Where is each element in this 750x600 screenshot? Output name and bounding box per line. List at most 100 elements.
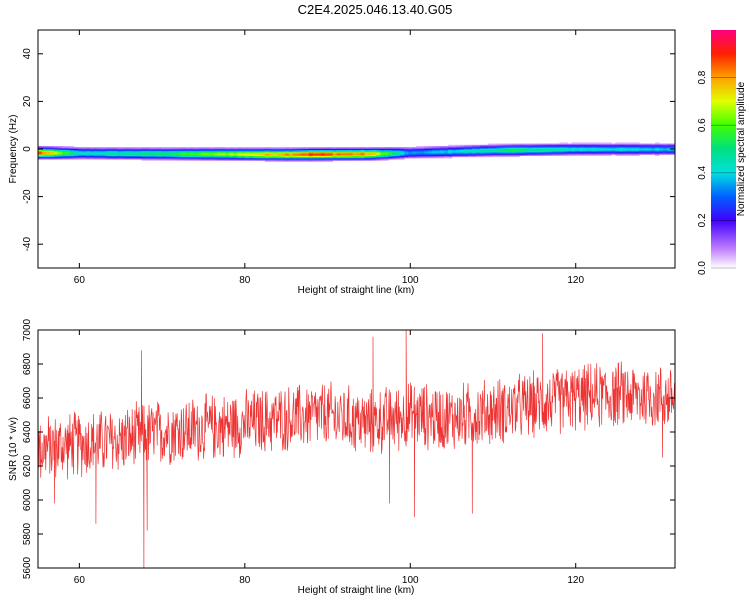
heatmap-cell <box>161 153 166 155</box>
heatmap-cell <box>487 147 493 149</box>
heatmap-cell <box>348 153 353 155</box>
heatmap-cell <box>444 154 449 156</box>
heatmap-cell <box>531 148 537 150</box>
heatmap-cell <box>420 151 425 154</box>
heatmap-cell <box>332 159 337 161</box>
heatmap-cell <box>555 144 560 147</box>
heatmap-cell <box>169 154 174 156</box>
heatmap-cell <box>412 149 417 152</box>
heatmap-cell <box>471 146 477 148</box>
heatmap-cell <box>209 150 214 153</box>
heatmap-cell <box>499 153 505 155</box>
heatmap-cell <box>408 155 413 158</box>
heatmap-cell <box>65 148 71 150</box>
heatmap-cell <box>487 150 493 153</box>
spectrogram-x-label: Height of straight line (km) <box>298 285 415 296</box>
heatmap-cell <box>149 156 154 159</box>
heatmap-cell <box>667 143 672 146</box>
heatmap-cell <box>356 156 361 159</box>
heatmap-cell <box>591 142 596 145</box>
heatmap-cell <box>125 148 130 150</box>
heatmap-cell <box>404 155 409 158</box>
heatmap-cell <box>245 155 250 158</box>
heatmap-cell <box>479 149 485 152</box>
heatmap-cell <box>659 150 664 153</box>
heatmap-cell <box>141 156 146 159</box>
heatmap-cell <box>539 148 545 150</box>
heatmap-cell <box>237 159 242 161</box>
heatmap-cell <box>499 148 505 150</box>
heatmap-cell <box>515 148 521 150</box>
heatmap-cell <box>237 156 242 159</box>
heatmap-cell <box>356 151 361 154</box>
heatmap-cell <box>623 142 628 145</box>
heatmap-cell <box>85 149 91 152</box>
heatmap-cell <box>587 149 592 152</box>
heatmap-cell <box>288 149 294 152</box>
heatmap-cell <box>515 144 521 147</box>
heatmap-cell <box>284 157 290 160</box>
heatmap-cell <box>69 151 75 154</box>
heatmap-cell <box>344 157 349 160</box>
heatmap-cell <box>412 153 417 155</box>
heatmap-cell <box>579 146 584 148</box>
heatmap-cell <box>268 147 274 149</box>
heatmap-cell <box>304 157 310 160</box>
heatmap-cell <box>69 150 75 153</box>
heatmap-cell <box>177 153 182 155</box>
heatmap-cell <box>57 156 63 159</box>
heatmap-cell <box>45 149 51 152</box>
heatmap-cell <box>328 151 334 154</box>
heatmap-cell <box>312 159 318 161</box>
heatmap-cell <box>511 147 517 149</box>
heatmap-cell <box>264 159 270 161</box>
heatmap-cell <box>463 153 469 155</box>
heatmap-cell <box>651 150 656 153</box>
heatmap-cell <box>97 148 103 150</box>
heatmap-cell <box>631 154 636 156</box>
heatmap-cell <box>201 147 206 149</box>
heatmap-cell <box>471 144 477 147</box>
heatmap-cell <box>432 148 437 150</box>
heatmap-cell <box>543 143 548 146</box>
heatmap-cell <box>671 147 675 149</box>
heatmap-cell <box>229 150 234 153</box>
colorbar-tick-label: 0.4 <box>697 165 708 179</box>
heatmap-cell <box>161 151 166 154</box>
heatmap-cell <box>412 154 417 156</box>
heatmap-cell <box>336 151 341 154</box>
heatmap-cell <box>316 153 322 155</box>
heatmap-cell <box>288 155 294 158</box>
heatmap-cell <box>635 149 640 152</box>
heatmap-cell <box>225 151 230 154</box>
heatmap-cell <box>229 153 234 155</box>
heatmap-cell <box>559 154 564 156</box>
heatmap-cell <box>300 159 306 161</box>
heatmap-cell <box>241 155 246 158</box>
heatmap-cell <box>587 150 592 153</box>
heatmap-cell <box>619 150 624 153</box>
heatmap-cell <box>145 149 150 152</box>
heatmap-cell <box>113 157 119 160</box>
heatmap-cell <box>280 150 286 153</box>
heatmap-cell <box>328 160 334 162</box>
heatmap-cell <box>400 150 405 153</box>
heatmap-cell <box>611 151 616 154</box>
heatmap-cell <box>109 155 115 158</box>
heatmap-cell <box>483 155 489 158</box>
heatmap-cell <box>340 148 345 150</box>
heatmap-cell <box>272 156 278 159</box>
heatmap-cell <box>65 153 71 155</box>
heatmap-cell <box>181 159 186 161</box>
heatmap-cell <box>256 154 262 156</box>
heatmap-cell <box>153 153 158 155</box>
heatmap-cell <box>376 156 381 159</box>
heatmap-cell <box>416 154 421 156</box>
heatmap-cell <box>639 147 644 149</box>
heatmap-cell <box>376 159 381 161</box>
heatmap-cell <box>229 147 234 149</box>
heatmap-cell <box>41 155 47 158</box>
heatmap-cell <box>157 154 162 156</box>
heatmap-cell <box>117 153 123 155</box>
heatmap-cell <box>487 153 493 155</box>
